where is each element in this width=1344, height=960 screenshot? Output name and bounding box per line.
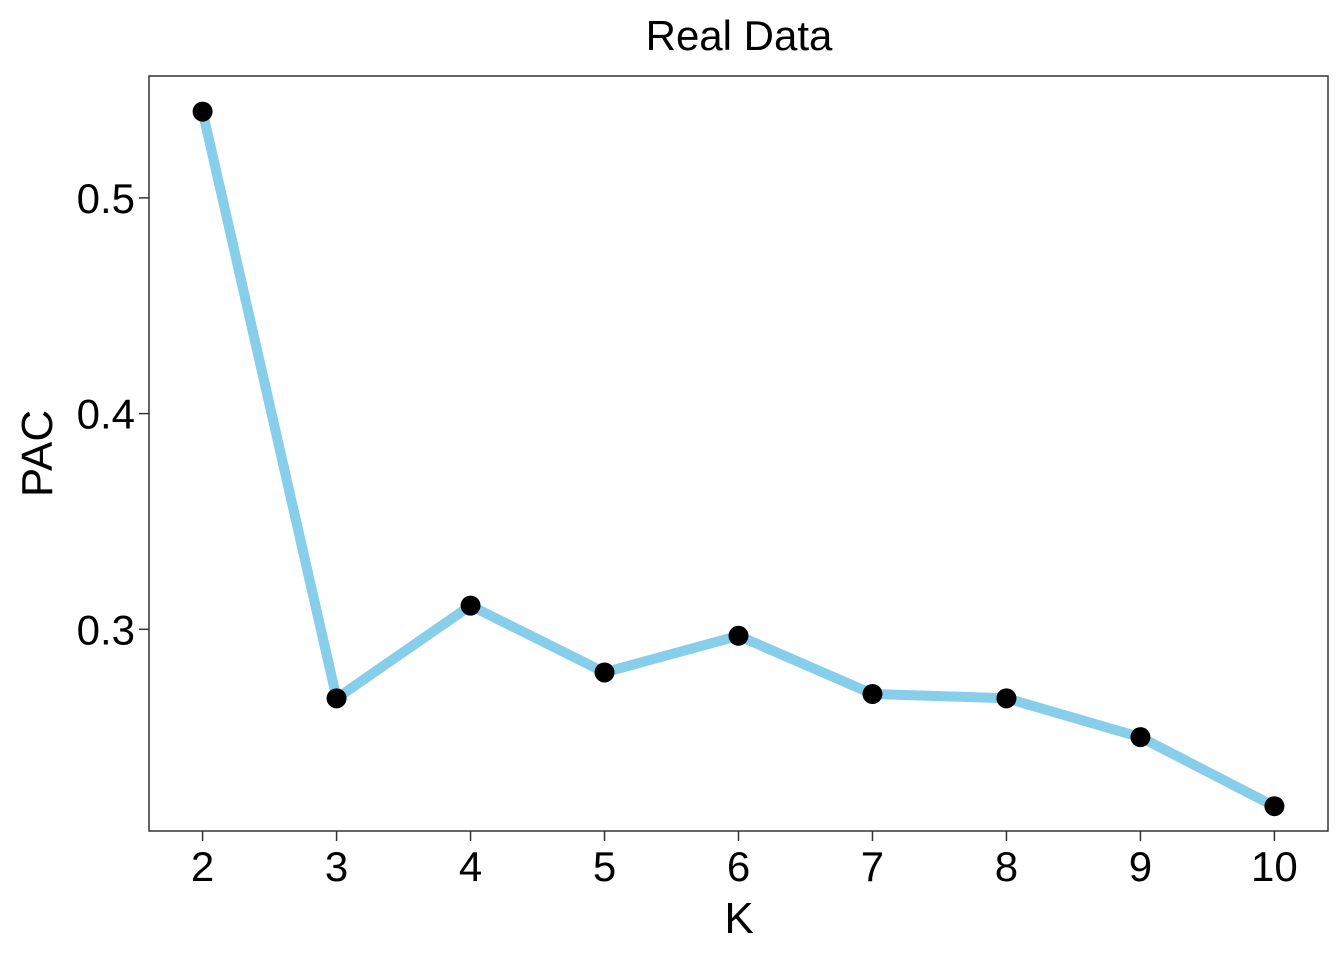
data-point xyxy=(996,688,1017,709)
x-tick-label: 4 xyxy=(459,843,482,890)
y-axis: 0.3 0.4 0.5 xyxy=(77,175,149,653)
x-tick-label: 3 xyxy=(325,843,348,890)
x-tick-label: 2 xyxy=(191,843,214,890)
y-axis-title: PAC xyxy=(13,410,62,497)
x-tick-label: 10 xyxy=(1251,843,1298,890)
x-tick-label: 8 xyxy=(995,843,1018,890)
data-point xyxy=(460,595,481,616)
x-tick-label: 5 xyxy=(593,843,616,890)
data-point xyxy=(326,688,347,709)
x-axis: 2 3 4 5 6 7 8 9 10 xyxy=(191,831,1298,890)
chart-title: Real Data xyxy=(646,12,833,59)
x-tick-label: 9 xyxy=(1129,843,1152,890)
x-tick-label: 7 xyxy=(861,843,884,890)
data-point xyxy=(728,625,749,646)
x-axis-title: K xyxy=(724,894,753,943)
y-tick-label: 0.5 xyxy=(77,175,135,222)
y-tick-label: 0.3 xyxy=(77,606,135,653)
data-point xyxy=(862,684,883,705)
data-point xyxy=(192,101,213,122)
y-tick-label: 0.4 xyxy=(77,391,135,438)
data-point xyxy=(1264,796,1285,817)
x-tick-label: 6 xyxy=(727,843,750,890)
data-point xyxy=(594,662,615,683)
data-point xyxy=(1130,727,1151,748)
data-points xyxy=(192,101,1285,817)
